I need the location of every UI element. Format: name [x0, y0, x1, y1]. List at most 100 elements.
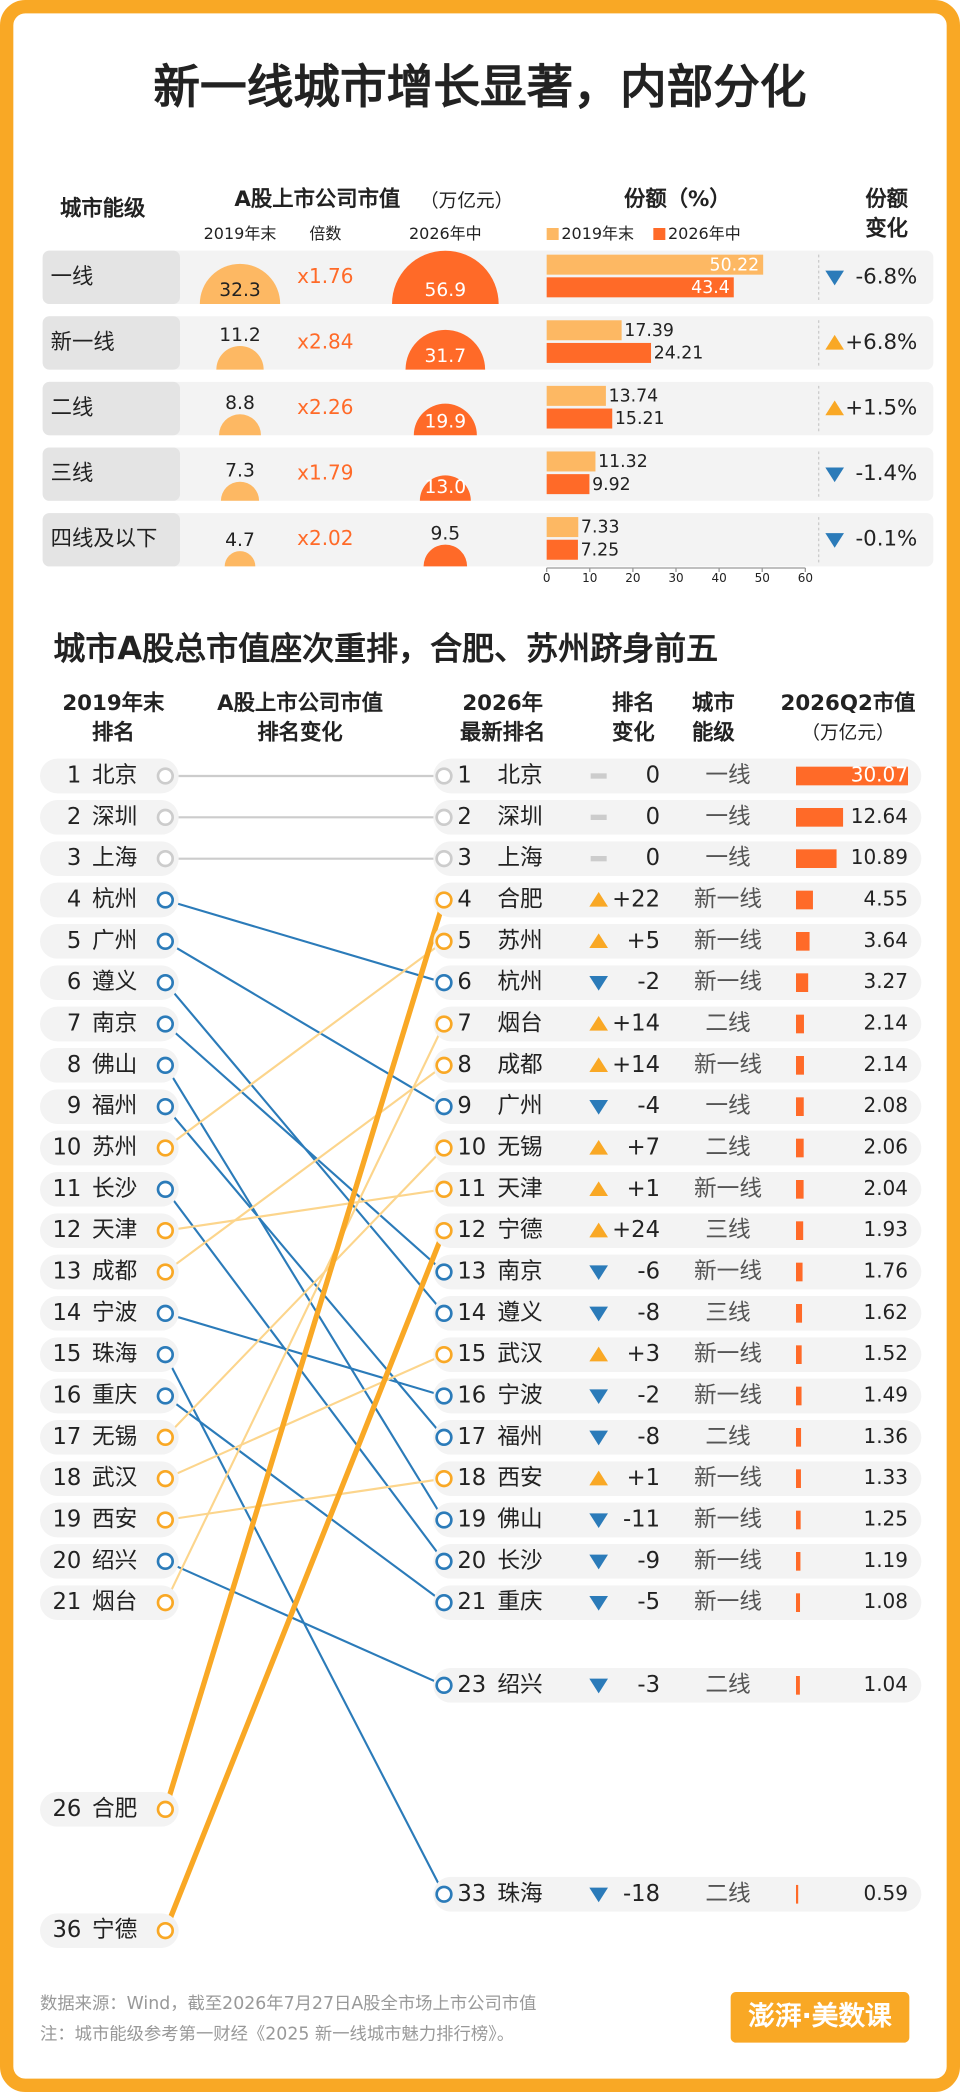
share-change: -6.8%: [855, 264, 917, 289]
right-rank: 23: [457, 1672, 486, 1698]
value-bar: [796, 766, 908, 786]
left-row-bg: [40, 965, 179, 1000]
tier: 新一线: [694, 928, 762, 954]
share-change: +6.8%: [845, 330, 917, 355]
share-change: +1.5%: [845, 396, 917, 421]
cap-semicircle: [413, 403, 477, 436]
left-rank: 13: [52, 1259, 81, 1285]
left-dot: [156, 1139, 174, 1157]
rank-change-icon: [589, 976, 608, 991]
share-bar: [546, 539, 578, 560]
rank-link: [165, 1477, 445, 1522]
rank-link: [164, 1560, 445, 1687]
tier: 新一线: [694, 1259, 762, 1285]
rank-change-icon: [589, 1470, 608, 1486]
left-rank: 26: [52, 1796, 81, 1822]
left-rank: 17: [52, 1424, 81, 1450]
rank-change-icon: [589, 1389, 608, 1404]
right-city: 上海: [497, 845, 542, 871]
value-label: 4.55: [863, 887, 908, 911]
value-label: 2.06: [863, 1135, 908, 1159]
rank-change: +5: [627, 928, 660, 954]
left-city: 上海: [92, 845, 137, 871]
column-header: 2019年末: [204, 224, 277, 243]
right-dot: [435, 1180, 453, 1198]
right-rank: 3: [457, 845, 471, 871]
cap-semicircle: [216, 345, 264, 370]
left-row-bg: [40, 1913, 179, 1948]
cap-semicircle: [419, 475, 471, 501]
tier: 二线: [705, 1672, 750, 1698]
left-row-bg: [40, 1585, 179, 1620]
value-label: 1.49: [863, 1383, 908, 1407]
share-bar: [546, 385, 606, 406]
value-bar: [796, 1593, 801, 1612]
tier: 二线: [705, 1424, 750, 1450]
right-rank: 13: [457, 1259, 486, 1285]
left-row-bg: [40, 1048, 179, 1083]
right-city: 合肥: [497, 887, 542, 913]
right-rank: 4: [457, 887, 471, 913]
value-bar: [796, 1676, 800, 1695]
right-rank: 9: [457, 1093, 471, 1119]
right-rank: 33: [457, 1881, 486, 1907]
right-city: 南京: [497, 1259, 542, 1285]
left-city: 南京: [92, 1011, 137, 1037]
left-rank: 9: [67, 1093, 81, 1119]
right-dot: [435, 808, 453, 826]
left-row-bg: [40, 1792, 179, 1827]
column-header: （万亿元）: [801, 723, 894, 744]
left-rank: 20: [52, 1548, 81, 1574]
value-label: 1.25: [863, 1507, 908, 1531]
left-city: 北京: [92, 763, 137, 789]
change-icon: [825, 533, 844, 548]
rank-change-icon: [589, 1596, 608, 1611]
value-label: 1.04: [863, 1672, 908, 1696]
main-title: 新一线城市增长显著，内部分化: [153, 61, 806, 115]
cap-label: 13.0: [425, 477, 467, 498]
left-city: 苏州: [92, 1135, 137, 1161]
right-dot: [435, 767, 453, 785]
share-change: -1.4%: [855, 461, 917, 486]
cap-semicircle: [220, 481, 260, 501]
value-bar: [796, 1469, 801, 1488]
rank-change: -9: [637, 1548, 660, 1574]
left-dot: [156, 1800, 174, 1818]
right-rank: 8: [457, 1052, 471, 1078]
rank-change-icon: [589, 1513, 608, 1528]
right-city: 重庆: [497, 1589, 542, 1615]
left-row-bg: [40, 758, 179, 794]
rank-change: +22: [612, 887, 660, 913]
column-header: 排名变化: [257, 719, 342, 745]
column-header: A股上市公司市值: [217, 690, 383, 716]
rank-change: +1: [627, 1176, 660, 1202]
share-bar: [546, 277, 734, 298]
change-icon: [825, 467, 844, 483]
left-city: 西安: [92, 1507, 137, 1533]
rank-change: +14: [612, 1052, 660, 1078]
cap-label: 7.3: [225, 461, 255, 482]
right-row-bg: [433, 1876, 922, 1912]
tier: 三线: [705, 1217, 750, 1243]
tier-label: 二线: [51, 396, 94, 421]
cap-label: 4.7: [225, 530, 255, 551]
right-dot: [435, 1511, 453, 1529]
header-unit: （万亿元）: [420, 191, 513, 212]
rank-link: [164, 1147, 445, 1439]
value-label: 3.27: [863, 969, 908, 993]
right-dot: [435, 1428, 453, 1446]
cap-label: 9.5: [430, 523, 460, 544]
value-label: 1.08: [863, 1589, 908, 1613]
row-label-bg: [42, 447, 180, 501]
right-dot: [435, 1387, 453, 1405]
value-label: 30.07: [851, 763, 908, 787]
cap-label: 56.9: [425, 280, 467, 301]
left-rank: 5: [67, 928, 81, 954]
left-dot: [156, 1921, 174, 1940]
left-dot: [156, 1097, 174, 1116]
left-dot: [156, 808, 174, 826]
tier: 一线: [705, 1093, 750, 1119]
left-row-bg: [40, 882, 179, 918]
share-label: 50.22: [710, 255, 760, 275]
